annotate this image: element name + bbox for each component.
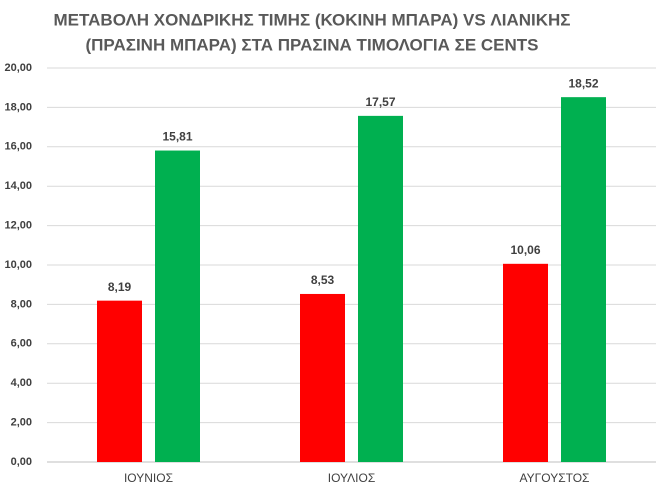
y-tick-label: 4,00: [11, 377, 32, 389]
y-tick-label: 10,00: [4, 259, 32, 271]
bar: [561, 97, 606, 462]
value-label: 17,57: [365, 95, 395, 109]
x-tick-label: ΑΥΓΟΥΣΤΟΣ: [520, 471, 590, 485]
y-tick-label: 18,00: [4, 101, 32, 113]
y-tick-label: 0,00: [11, 456, 32, 468]
x-tick-label: ΙΟΥΛΙΟΣ: [328, 471, 376, 485]
bar: [358, 115, 403, 462]
x-tick-label: ΙΟΥΝΙΟΣ: [124, 471, 173, 485]
chart-title: ΜΕΤΑΒΟΛΗ ΧΟΝΔΡΙΚΗΣ ΤΙΜΗΣ (ΚΟΚΙΝΗ ΜΠΑΡΑ) …: [54, 10, 571, 29]
value-label: 15,81: [162, 130, 192, 144]
value-label: 8,19: [108, 280, 132, 294]
bar: [155, 150, 200, 462]
y-tick-label: 12,00: [4, 220, 32, 232]
bar: [300, 293, 345, 462]
bar: [503, 263, 548, 462]
chart-title: (ΠΡΑΣΙΝΗ ΜΠΑΡΑ) ΣΤΑ ΠΡΑΣΙΝΑ ΤΙΜΟΛΟΓΙΑ ΣΕ…: [85, 35, 538, 54]
y-tick-label: 20,00: [4, 62, 32, 74]
value-label: 8,53: [311, 273, 335, 287]
value-label: 10,06: [510, 243, 540, 257]
value-label: 18,52: [568, 76, 598, 90]
y-tick-label: 2,00: [11, 417, 32, 429]
y-tick-label: 6,00: [11, 338, 32, 350]
bar: [97, 300, 142, 462]
y-tick-label: 16,00: [4, 141, 32, 153]
y-tick-label: 14,00: [4, 180, 32, 192]
y-tick-label: 8,00: [11, 298, 32, 310]
